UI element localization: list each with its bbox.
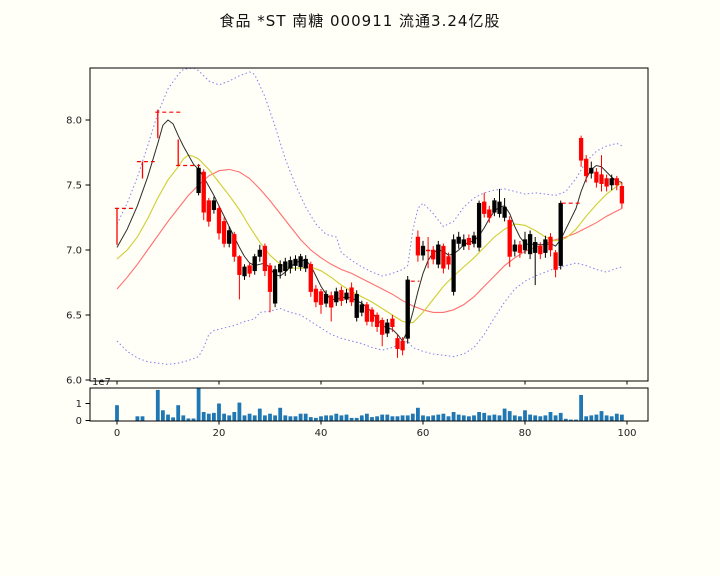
x-tick-labels: 0 20 40 60 80 100 [114, 421, 637, 439]
volume-bars-group [115, 388, 624, 421]
svg-text:1: 1 [76, 399, 82, 410]
svg-text:100: 100 [617, 428, 636, 439]
svg-text:7.0: 7.0 [66, 246, 82, 257]
svg-text:20: 20 [213, 428, 226, 439]
svg-text:6.0: 6.0 [66, 376, 82, 387]
volume-tick-labels: 01 [76, 399, 90, 427]
volume-axes-frame [89, 387, 649, 422]
svg-text:7.5: 7.5 [66, 181, 82, 192]
svg-text:80: 80 [519, 428, 532, 439]
special-bars-group [114, 109, 581, 282]
main-x-ticks [116, 381, 628, 385]
ma-fast-line [116, 119, 623, 342]
svg-text:6.5: 6.5 [66, 311, 82, 322]
svg-text:8.0: 8.0 [66, 116, 82, 127]
svg-text:40: 40 [315, 428, 328, 439]
svg-text:0: 0 [114, 428, 120, 439]
bollinger-lower-band [116, 262, 623, 365]
svg-text:0: 0 [76, 416, 82, 427]
svg-text:1e7: 1e7 [92, 377, 111, 388]
main-axes-frame [89, 67, 649, 382]
chart-title: 食品 *ST 南糖 000911 流通3.24亿股 [219, 12, 501, 30]
svg-text:60: 60 [417, 428, 430, 439]
candles-group [196, 135, 625, 358]
price-tick-labels: 6.0 6.5 7.0 7.5 8.0 [66, 116, 90, 387]
ma-mid-line [116, 154, 623, 324]
volume-offset-label: 1e7 [92, 377, 111, 388]
